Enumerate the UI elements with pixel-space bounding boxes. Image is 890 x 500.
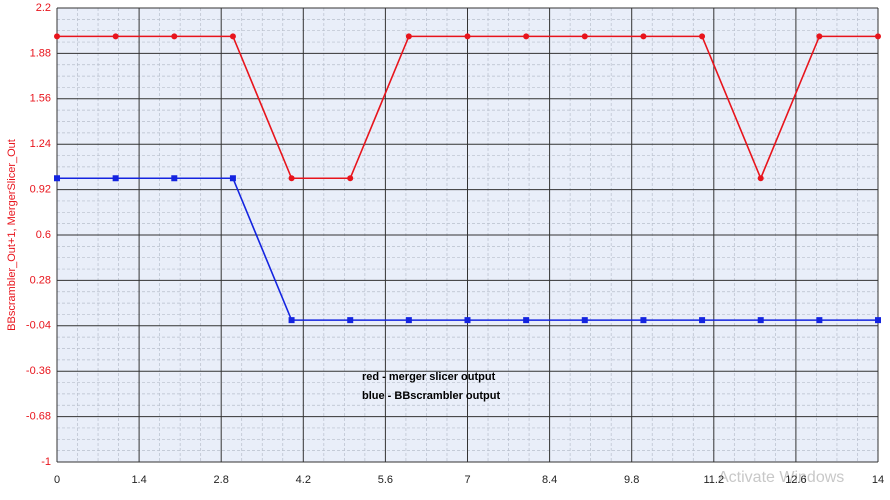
point: [171, 175, 178, 182]
point: [816, 33, 823, 40]
y-tick-label: 2.2: [36, 2, 51, 14]
y-tick-label: -1: [41, 456, 51, 468]
y-tick-label: 0.6: [36, 229, 51, 241]
point: [757, 317, 764, 324]
point: [171, 33, 178, 40]
y-tick-label: 1.56: [30, 93, 51, 105]
point: [581, 317, 588, 324]
point: [405, 317, 412, 324]
x-tick-label: 4.2: [296, 474, 311, 486]
y-tick-label: 1.24: [30, 138, 51, 150]
y-tick-label: -0.36: [26, 365, 51, 377]
point: [405, 33, 412, 40]
point: [581, 33, 588, 40]
point: [288, 175, 295, 182]
legend-note: red - merger slicer output: [362, 371, 496, 383]
point: [699, 33, 706, 40]
point: [699, 317, 706, 324]
point: [757, 175, 764, 182]
point: [523, 33, 530, 40]
x-tick-label: 14: [872, 474, 884, 486]
y-axis-label: BBscrambler_Out+1, MergerSlicer_Out: [6, 139, 18, 331]
x-tick-label: 12.6: [785, 474, 806, 486]
x-tick-label: 2.8: [214, 474, 229, 486]
point: [347, 317, 354, 324]
point: [347, 175, 354, 182]
x-tick-label: 7: [464, 474, 470, 486]
y-tick-label: 0.28: [30, 274, 51, 286]
point: [640, 317, 647, 324]
x-tick-label: 8.4: [542, 474, 557, 486]
watermark: Activate Windows: [718, 469, 844, 486]
point: [875, 33, 881, 40]
point: [229, 33, 236, 40]
point: [288, 317, 295, 324]
y-tick-label: 0.92: [30, 184, 51, 196]
point: [229, 175, 236, 182]
y-tick-label: -0.04: [26, 320, 51, 332]
point: [54, 175, 60, 182]
point: [112, 33, 119, 40]
legend-note: blue - BBscrambler output: [362, 390, 500, 402]
point: [816, 317, 823, 324]
x-tick-label: 9.8: [624, 474, 639, 486]
x-tick-label: 11.2: [704, 474, 725, 486]
point: [523, 317, 530, 324]
point: [640, 33, 647, 40]
y-tick-label: 1.88: [30, 47, 51, 59]
point: [875, 317, 881, 324]
y-tick-label: -0.68: [26, 411, 51, 423]
point: [464, 317, 471, 324]
point: [54, 33, 60, 40]
x-tick-label: 0: [54, 474, 60, 486]
x-tick-label: 5.6: [378, 474, 393, 486]
x-tick-label: 1.4: [131, 474, 146, 486]
point: [112, 175, 119, 182]
point: [464, 33, 471, 40]
